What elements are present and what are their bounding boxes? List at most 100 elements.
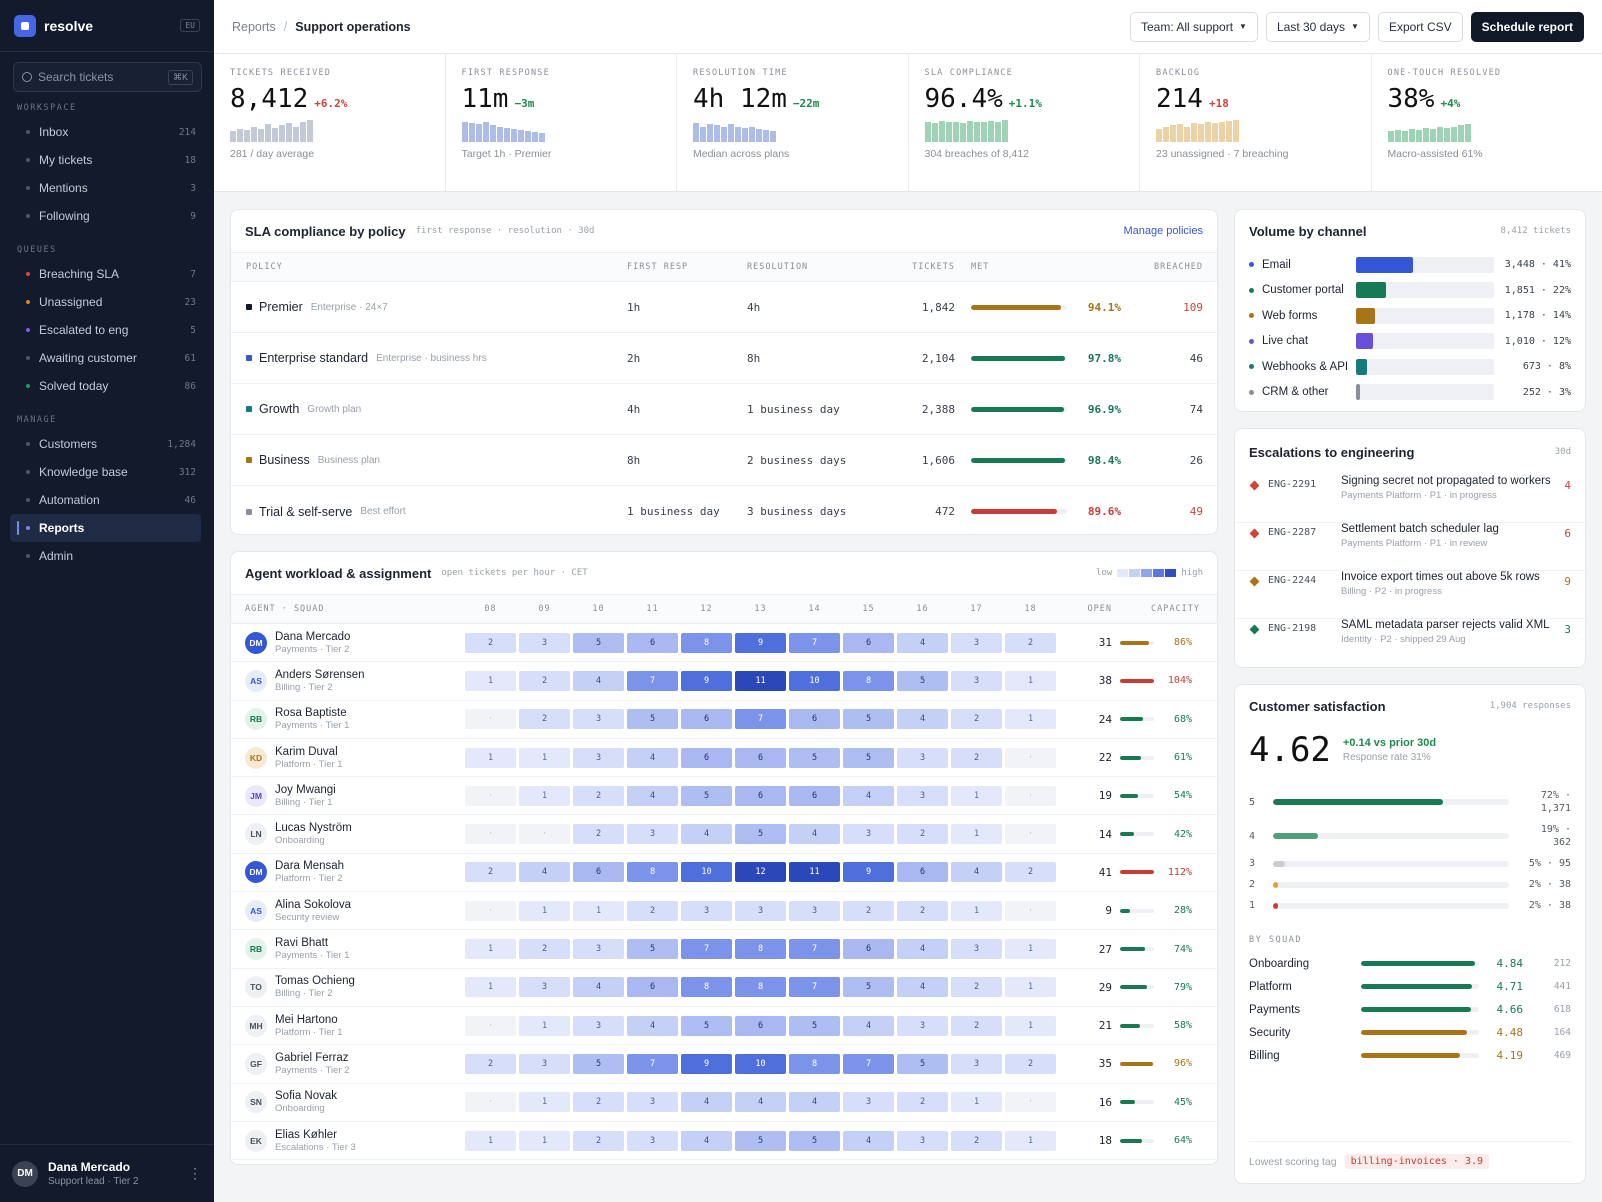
heat-cell[interactable]: 5 [627,709,678,730]
sla-policy-row[interactable]: Trial & self-serve Best effort 1 business … [231,486,1217,537]
heat-cell[interactable]: 5 [573,1053,624,1074]
heat-cell[interactable]: 8 [681,977,732,998]
heat-cell[interactable]: 5 [789,747,840,768]
heat-cell[interactable]: 5 [681,785,732,806]
heat-cell[interactable]: · [1005,785,1056,806]
heat-cell[interactable]: 3 [573,939,624,960]
heat-cell[interactable]: 1 [951,1092,1002,1113]
heat-cell[interactable]: 5 [897,670,948,691]
heat-cell[interactable]: 1 [519,900,570,921]
sidebar-item-mentions[interactable]: Mentions 3 [0,174,214,202]
heat-cell[interactable]: 1 [1005,977,1056,998]
heat-cell[interactable]: 1 [465,939,516,960]
heat-cell[interactable]: 8 [789,1053,840,1074]
heat-cell[interactable]: 5 [735,824,786,845]
export-csv-button[interactable]: Export CSV [1377,11,1463,42]
heat-cell[interactable]: 4 [573,670,624,691]
heat-cell[interactable]: 7 [735,709,786,730]
heat-cell[interactable]: 5 [843,709,894,730]
heat-cell[interactable]: 4 [681,1092,732,1113]
heat-cell[interactable]: 10 [735,1053,786,1074]
heat-cell[interactable]: 3 [573,709,624,730]
heat-cell[interactable]: 4 [519,862,570,883]
search-tickets-input[interactable]: Search tickets ⌘K [13,62,202,92]
heat-cell[interactable]: 7 [843,1053,894,1074]
heat-cell[interactable]: 2 [951,977,1002,998]
agent-row[interactable]: LN Lucas Nyström Onboarding · · 2 3 4 5 4 3 2 1 · 14 42… [231,815,1217,854]
heat-cell[interactable]: 12 [735,862,786,883]
heat-cell[interactable]: 2 [573,824,624,845]
heat-cell[interactable]: 6 [573,862,624,883]
heat-cell[interactable]: 1 [465,670,516,691]
heat-cell[interactable]: 4 [735,1092,786,1113]
heat-cell[interactable]: 2 [951,1015,1002,1036]
heat-cell[interactable]: 4 [789,824,840,845]
escalation-row[interactable]: ENG-2244 Invoice export times out above 5… [1235,571,1585,619]
heat-cell[interactable]: 1 [465,977,516,998]
heat-cell[interactable]: 2 [1005,1053,1056,1074]
heat-cell[interactable]: 3 [681,900,732,921]
heat-cell[interactable]: 3 [951,1053,1002,1074]
heat-cell[interactable]: 4 [843,1015,894,1036]
manage-policies-link[interactable]: Manage policies [1123,225,1204,237]
heat-cell[interactable]: · [1005,900,1056,921]
agent-row[interactable]: AS Anders Sørensen Billing · Tier 2 1 2 4 7 9 11… [231,662,1217,701]
heat-cell[interactable]: 7 [789,632,840,653]
heat-cell[interactable]: 4 [681,824,732,845]
heat-cell[interactable]: 9 [681,1053,732,1074]
heat-cell[interactable]: 4 [627,747,678,768]
heat-cell[interactable]: 5 [789,1015,840,1036]
heat-cell[interactable]: 1 [519,1130,570,1151]
heat-cell[interactable]: 2 [519,709,570,730]
heat-cell[interactable]: 3 [897,747,948,768]
agent-row[interactable]: JM Joy Mwangi Billing · Tier 1 · 1 2 4 5 6 6 4 3 1 · 1… [231,777,1217,816]
heat-cell[interactable]: 4 [627,1015,678,1036]
heat-cell[interactable]: 2 [951,709,1002,730]
heat-cell[interactable]: 2 [465,862,516,883]
heat-cell[interactable]: 9 [735,632,786,653]
heat-cell[interactable]: 2 [1005,862,1056,883]
heat-cell[interactable]: 1 [465,1130,516,1151]
heat-cell[interactable]: 9 [843,862,894,883]
sidebar-item-admin[interactable]: Admin [0,542,214,570]
heat-cell[interactable]: 3 [573,747,624,768]
channel-row-crm-other[interactable]: CRM & other 252 · 3% [1235,380,1585,406]
more-vertical-icon[interactable]: ⋮ [188,1165,202,1181]
heat-cell[interactable]: 2 [897,824,948,845]
heat-cell[interactable]: 6 [627,632,678,653]
heat-cell[interactable]: 1 [951,900,1002,921]
heat-cell[interactable]: 4 [897,709,948,730]
sidebar-item-knowledge-base[interactable]: Knowledge base 312 [0,458,214,486]
heat-cell[interactable]: · [465,1092,516,1113]
app-logo-icon[interactable] [14,14,36,37]
sidebar-item-inbox[interactable]: Inbox 214 [0,118,214,146]
heat-cell[interactable]: 7 [681,939,732,960]
sidebar-item-breaching-sla[interactable]: Breaching SLA 7 [0,260,214,288]
heat-cell[interactable]: · [519,824,570,845]
heat-cell[interactable]: 2 [573,785,624,806]
heat-cell[interactable]: 3 [843,824,894,845]
team-filter-dropdown[interactable]: Team: All support ▼ [1130,11,1258,42]
heat-cell[interactable]: · [465,785,516,806]
heat-cell[interactable]: 3 [735,900,786,921]
sidebar-item-following[interactable]: Following 9 [0,202,214,230]
heat-cell[interactable]: 2 [897,900,948,921]
heat-cell[interactable]: · [1005,824,1056,845]
heat-cell[interactable]: 3 [897,785,948,806]
heat-cell[interactable]: 10 [789,670,840,691]
sidebar-item-awaiting-customer[interactable]: Awaiting customer 61 [0,344,214,372]
heat-cell[interactable]: 5 [897,1053,948,1074]
heat-cell[interactable]: 3 [519,632,570,653]
channel-row-webhooks-api[interactable]: Webhooks & API 673 · 8% [1235,354,1585,380]
heat-cell[interactable]: 3 [897,1130,948,1151]
heat-cell[interactable]: 2 [519,670,570,691]
heat-cell[interactable]: 4 [573,977,624,998]
heat-cell[interactable]: 2 [627,900,678,921]
heat-cell[interactable]: 1 [519,747,570,768]
heat-cell[interactable]: 3 [519,977,570,998]
heat-cell[interactable]: 4 [951,862,1002,883]
channel-row-web-forms[interactable]: Web forms 1,178 · 14% [1235,303,1585,329]
heat-cell[interactable]: · [465,1015,516,1036]
heat-cell[interactable]: 6 [843,632,894,653]
